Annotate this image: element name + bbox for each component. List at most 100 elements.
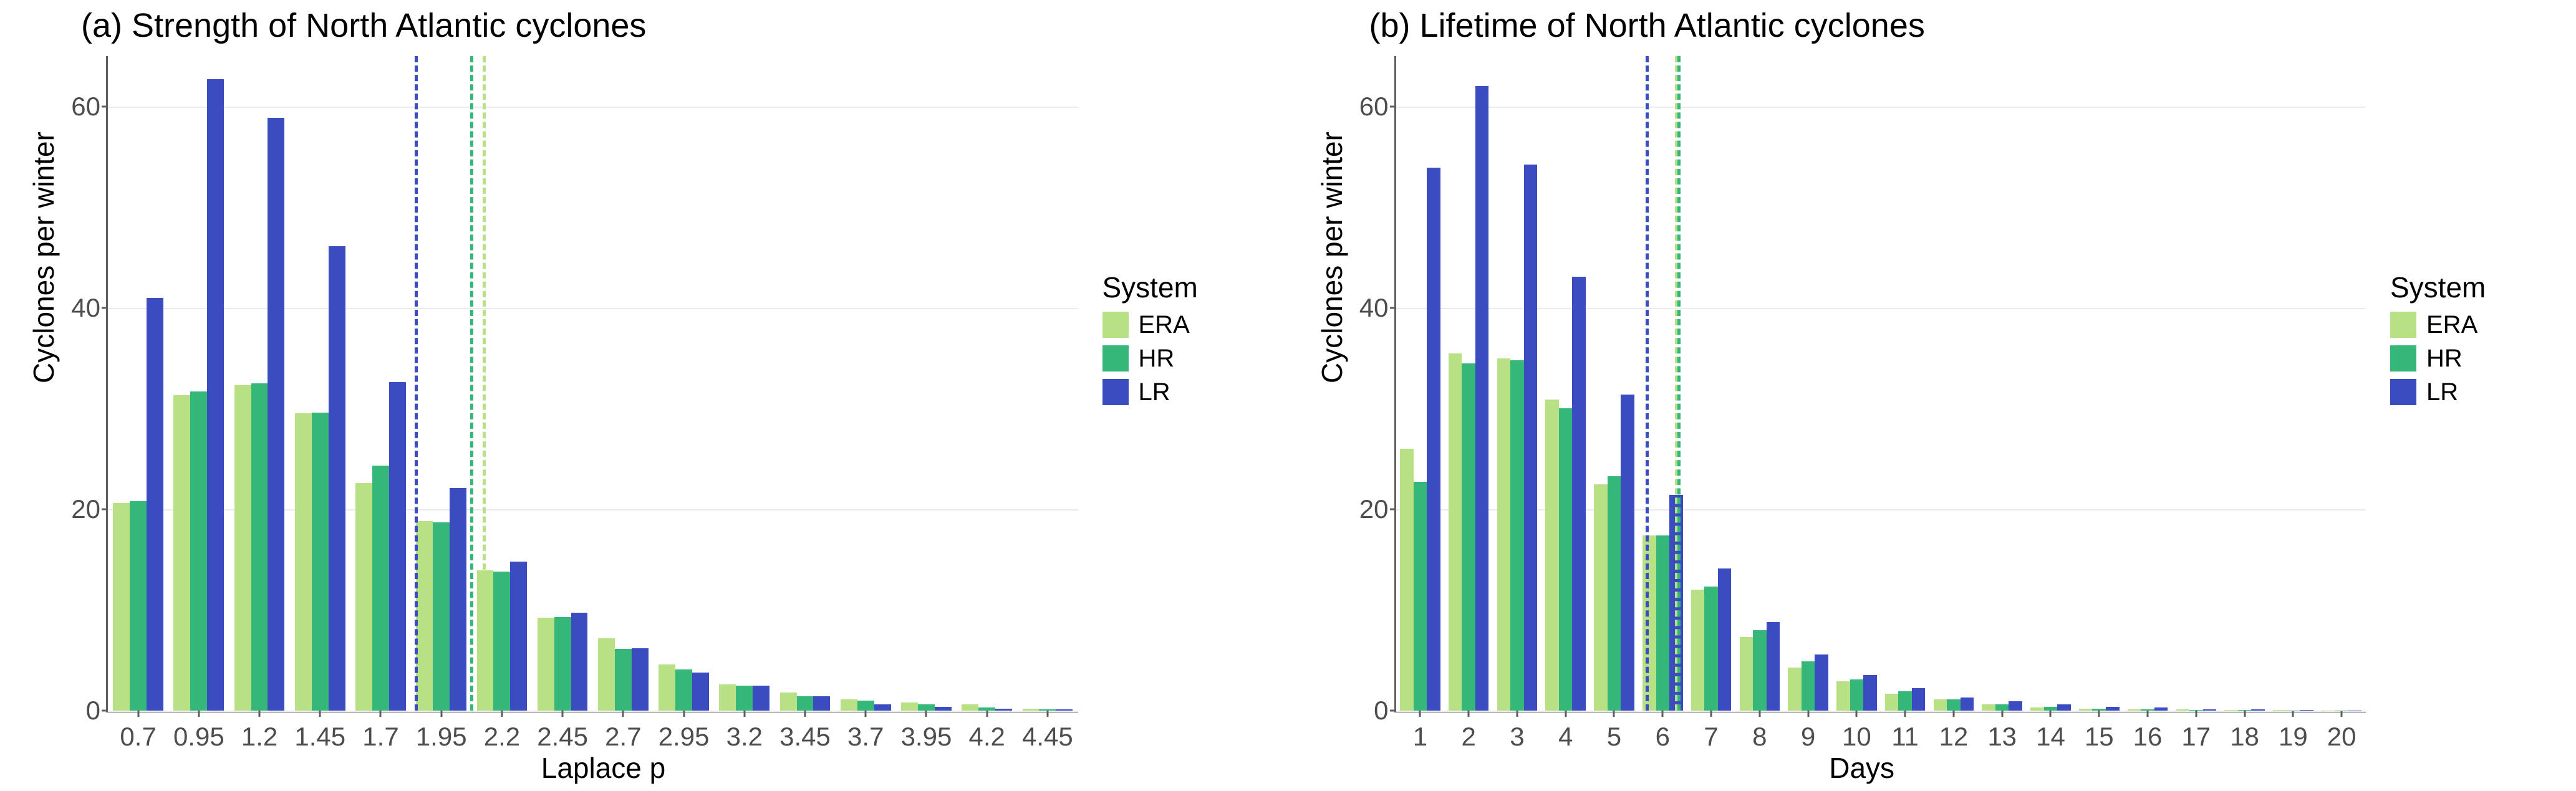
xtick-label: 4.45 <box>1022 722 1073 752</box>
bar-hr <box>978 707 995 711</box>
xtick-mark <box>2001 711 2003 717</box>
bar-lr <box>147 298 163 711</box>
mean-line-hr <box>470 56 473 711</box>
xtick-mark <box>2341 711 2343 717</box>
panel-title: (a) Strength of North Atlantic cyclones <box>81 6 646 45</box>
xtick-label: 2.7 <box>605 722 641 752</box>
xtick-mark <box>319 711 321 717</box>
bar-hr <box>615 649 632 711</box>
legend: SystemERAHRLR <box>2383 266 2493 414</box>
bar-group <box>962 56 1012 711</box>
xtick-label: 13 <box>1987 722 2017 752</box>
bar-group <box>658 56 709 711</box>
xtick-label: 9 <box>1801 722 1815 752</box>
bar-lr <box>1961 698 1974 711</box>
bar-era <box>1497 358 1511 711</box>
bar-group <box>2176 56 2217 711</box>
bar-lr <box>2251 709 2265 711</box>
bar-group <box>780 56 831 711</box>
bar-lr <box>2009 701 2022 711</box>
xtick-mark <box>440 711 442 717</box>
y-axis-label: Cyclones per winter <box>1315 132 1349 383</box>
bar-group <box>1885 56 1926 711</box>
ytick-label: 60 <box>71 92 100 122</box>
xtick-mark <box>2050 711 2052 717</box>
bar-era <box>962 704 978 711</box>
xtick-label: 12 <box>1939 722 1969 752</box>
xtick-mark <box>1613 711 1615 717</box>
bar-era <box>1934 699 1947 711</box>
xtick-label: 3.2 <box>726 722 763 752</box>
bar-hr <box>130 501 147 711</box>
xtick-mark <box>2098 711 2100 717</box>
xtick-mark <box>501 711 503 717</box>
bar-hr <box>1559 408 1573 711</box>
xtick-mark <box>1710 711 1712 717</box>
legend-item: LR <box>2390 375 2486 409</box>
bar-lr <box>2203 709 2217 711</box>
bar-group <box>1497 56 1538 711</box>
xtick-mark <box>1856 711 1858 717</box>
bar-hr <box>675 669 692 711</box>
mean-line-hr <box>1677 56 1681 711</box>
xtick-mark <box>925 711 927 717</box>
bar-group <box>1594 56 1634 711</box>
bar-group <box>2273 56 2313 711</box>
xtick-label: 20 <box>2327 722 2357 752</box>
legend-label: LR <box>2426 375 2458 409</box>
bar-group <box>2128 56 2168 711</box>
bar-lr <box>2106 707 2120 711</box>
bar-hr <box>1898 691 1912 711</box>
bar-era <box>1740 637 1754 711</box>
xtick-mark <box>259 711 261 717</box>
bar-group <box>2030 56 2071 711</box>
bar-group <box>416 56 466 711</box>
bar-lr <box>1718 568 1732 711</box>
xtick-mark <box>2292 711 2294 717</box>
xtick-mark <box>1565 711 1566 717</box>
xtick-mark <box>2244 711 2246 717</box>
bar-hr <box>1414 482 1427 711</box>
legend-label: ERA <box>2426 308 2477 342</box>
bar-lr <box>1767 622 1780 711</box>
xtick-mark <box>1952 711 1954 717</box>
xtick-mark <box>1516 711 1518 717</box>
legend-swatch <box>2390 345 2416 372</box>
bar-lr <box>2154 707 2168 711</box>
xtick-label: 17 <box>2181 722 2211 752</box>
legend-title: System <box>1102 271 1198 304</box>
ytick-label: 20 <box>71 494 100 524</box>
bar-hr <box>1510 360 1524 711</box>
bar-group <box>901 56 952 711</box>
bar-era <box>416 521 433 711</box>
xtick-mark <box>1758 711 1760 717</box>
xtick-mark <box>562 711 564 717</box>
ytick-mark <box>1390 710 1396 712</box>
xtick-label: 14 <box>2036 722 2065 752</box>
bar-group <box>295 56 345 711</box>
bar-hr <box>2238 710 2252 711</box>
xtick-label: 1.7 <box>362 722 398 752</box>
bar-hr <box>1753 630 1767 711</box>
xtick-mark <box>1904 711 1906 717</box>
bar-group <box>719 56 769 711</box>
bar-hr <box>857 701 874 711</box>
bar-era <box>598 638 615 711</box>
mean-line-lr <box>415 56 418 711</box>
bar-hr <box>1704 587 1718 711</box>
bar-hr <box>1462 363 1475 711</box>
bar-hr <box>1039 709 1056 711</box>
bar-lr <box>268 118 284 711</box>
ytick-mark <box>1390 508 1396 510</box>
bar-lr <box>1475 86 1489 711</box>
xtick-label: 3.45 <box>779 722 831 752</box>
xtick-label: 1.2 <box>241 722 277 752</box>
xtick-label: 1.95 <box>416 722 467 752</box>
bar-era <box>234 385 251 711</box>
xtick-label: 2 <box>1461 722 1475 752</box>
xtick-mark <box>1419 711 1421 717</box>
xtick-mark <box>1046 711 1048 717</box>
gridline <box>1396 308 2366 309</box>
bar-group <box>113 56 163 711</box>
bar-era <box>1982 704 1995 711</box>
